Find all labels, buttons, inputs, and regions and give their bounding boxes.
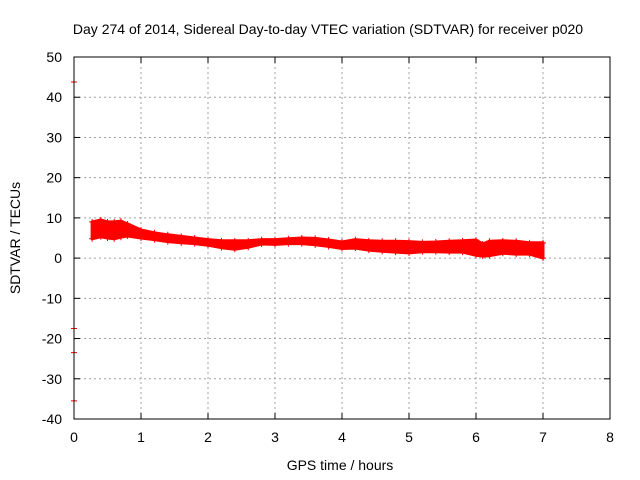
- data-point: [124, 232, 131, 239]
- data-point: [526, 251, 533, 258]
- data-point: [379, 248, 386, 255]
- data-point: [89, 235, 96, 242]
- data-point: [138, 226, 144, 233]
- x-tick-label: 2: [204, 429, 212, 445]
- data-point: [365, 247, 372, 254]
- data-point: [406, 249, 412, 256]
- y-tick-label: 50: [46, 49, 62, 65]
- x-tick-label: 7: [539, 429, 547, 445]
- data-point: [285, 240, 292, 247]
- data-point: [272, 241, 278, 248]
- y-tick-label: -20: [42, 331, 62, 347]
- data-point: [97, 233, 104, 240]
- data-point: [339, 245, 345, 252]
- data-point: [245, 237, 252, 244]
- data-point: [312, 235, 319, 242]
- data-point: [479, 241, 486, 248]
- data-point: [164, 231, 171, 238]
- data-point: [325, 243, 332, 250]
- x-tick-label: 8: [606, 429, 614, 445]
- y-tick-label: -40: [42, 411, 62, 427]
- data-band: [90, 218, 545, 260]
- data-point: [231, 237, 238, 244]
- data-point: [479, 253, 486, 260]
- data-point: [191, 235, 198, 241]
- data-point: [473, 252, 479, 259]
- data-point: [89, 218, 96, 225]
- data-point: [312, 241, 319, 248]
- data-point: [231, 246, 238, 253]
- data-point: [432, 248, 439, 255]
- data-point: [298, 235, 305, 241]
- data-point: [392, 238, 399, 245]
- x-tick-label: 5: [405, 429, 413, 445]
- x-tick-label: 0: [70, 429, 78, 445]
- x-tick-label: 4: [338, 429, 346, 445]
- y-axis-label: SDTVAR / TECUs: [7, 182, 23, 294]
- data-point: [432, 239, 439, 246]
- data-point: [352, 245, 359, 252]
- data-point: [205, 236, 211, 243]
- data-point: [526, 239, 533, 246]
- data-point: [406, 238, 412, 245]
- data-point: [178, 233, 185, 240]
- data-points: [71, 78, 546, 404]
- y-tick-label: 10: [46, 210, 62, 226]
- data-point: [419, 239, 426, 246]
- data-point: [117, 218, 124, 225]
- data-point: [339, 239, 345, 246]
- data-point: [540, 255, 546, 262]
- data-point: [459, 249, 466, 256]
- y-tick-label: 20: [46, 170, 62, 186]
- data-point: [151, 229, 158, 236]
- data-point: [97, 216, 104, 223]
- data-point: [111, 218, 118, 225]
- data-point: [104, 235, 111, 241]
- data-point: [138, 235, 144, 241]
- data-point: [111, 235, 118, 242]
- data-point: [124, 220, 131, 227]
- data-point: [298, 240, 305, 247]
- data-point: [365, 237, 372, 244]
- x-axis-label: GPS time / hours: [287, 457, 394, 473]
- y-tick-label: 30: [46, 129, 62, 145]
- y-tick-label: -30: [42, 371, 62, 387]
- x-tick-label: 1: [137, 429, 145, 445]
- data-point: [499, 237, 506, 244]
- x-tick-label: 3: [271, 429, 279, 445]
- data-point: [379, 238, 386, 245]
- data-point: [104, 218, 111, 225]
- y-tick-label: 40: [46, 89, 62, 105]
- data-point: [325, 237, 332, 244]
- data-point: [352, 236, 359, 243]
- chart-title: Day 274 of 2014, Sidereal Day-to-day VTE…: [73, 21, 583, 37]
- data-point: [178, 239, 185, 246]
- y-tick-label: -10: [42, 290, 62, 306]
- y-tick-label: 0: [54, 250, 62, 266]
- data-point: [513, 238, 520, 245]
- data-point: [151, 236, 158, 243]
- data-point: [499, 250, 506, 257]
- data-point: [473, 237, 479, 244]
- data-point: [191, 240, 198, 247]
- data-point: [258, 241, 265, 248]
- data-point: [540, 239, 546, 246]
- data-point: [419, 248, 426, 255]
- data-point: [446, 238, 453, 245]
- x-tick-label: 6: [472, 429, 480, 445]
- data-point: [392, 249, 399, 256]
- data-point: [218, 237, 225, 244]
- axes: 0 1 2 3 4 5 6 7 8 -40 -30 -20 -10 0 10 20 30 40 50: [42, 49, 614, 445]
- data-point: [446, 249, 453, 256]
- data-point: [205, 242, 211, 249]
- data-point: [513, 251, 520, 258]
- data-point: [117, 234, 124, 241]
- data-point: [486, 252, 493, 259]
- data-point: [218, 244, 225, 251]
- data-point: [245, 244, 252, 251]
- data-point: [164, 238, 171, 245]
- data-point: [459, 237, 466, 244]
- data-point: [486, 238, 493, 245]
